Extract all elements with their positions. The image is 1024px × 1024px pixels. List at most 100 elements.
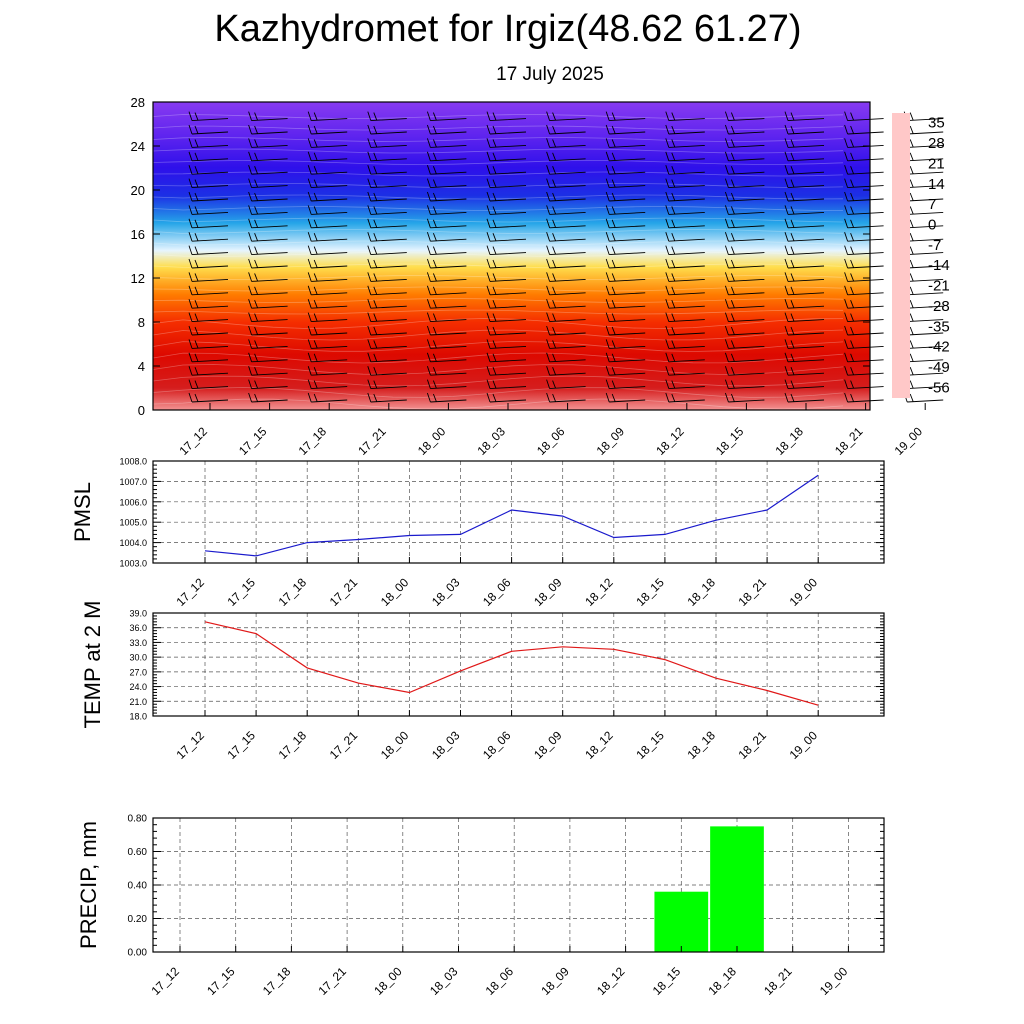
wind-barb [844,191,884,202]
wind-barb [546,218,586,229]
wind-barb [546,205,586,215]
temperature-panel: 18.0 21.0 24.0 27.0 30.0 33.0 36.0 39.0 17_12 17_… [80,601,885,762]
wind-barb [784,205,825,215]
wind-barb [486,285,527,296]
y-tick-label: 0.80 [128,814,148,825]
wind-barb [546,366,586,376]
wind-barb [844,312,884,323]
wind-barb [784,232,825,242]
wind-barb [844,218,884,229]
x-tick-label: 19_00 [787,575,821,609]
wind-barb [665,258,705,269]
wind-barb [724,151,765,162]
wind-barb [367,272,407,282]
wind-barb [665,312,705,323]
wind-barb [426,325,467,336]
contour-line [152,329,844,341]
x-tick-label: 17_15 [236,424,270,458]
x-tick-label: 18_12 [594,964,628,998]
wind-barb [486,245,527,256]
wind-barb [367,111,407,122]
wind-barb [248,138,288,148]
wind-barb [605,111,646,122]
wind-barb [724,111,765,122]
y-tick-label: 8 [138,315,145,330]
plot-frame [152,101,871,411]
wind-barb [665,178,705,189]
wind-barb [605,352,646,363]
wind-barb [665,218,705,229]
colorbar-label: -7 [928,237,941,254]
wind-barb [307,124,348,135]
wind-barb [605,366,646,376]
wind-barb [248,191,288,202]
contour-line [152,275,844,280]
wind-barb [248,165,288,175]
wind-barb [426,124,467,135]
wind-barb [367,218,407,229]
grid-lines [153,613,884,716]
wind-barb [724,124,765,135]
wind-barb [307,392,348,403]
x-tick-label: 18_15 [650,964,684,998]
wind-barb [367,191,407,202]
wind-barb [367,205,407,215]
chart-title: Kazhydromet for Irgiz(48.62 61.27) [214,8,802,50]
x-tick-label: 18_21 [736,575,770,609]
wind-barb [665,138,705,148]
wind-barb [844,299,884,309]
wind-barb [426,379,467,390]
wind-barb [844,258,884,269]
wind-barb [426,392,467,403]
x-tick-label: 18_03 [429,575,463,609]
wind-barb [188,191,229,202]
wind-barb [367,138,407,148]
wind-barb [784,379,825,390]
wind-barb [844,366,884,376]
wind-barb [307,218,348,229]
wind-barb [784,325,825,336]
wind-barb [844,339,884,349]
contour-lines [152,114,844,410]
y-tick-label: 12 [131,271,145,286]
wind-barb [605,191,646,202]
wind-barb [605,299,646,309]
wind-barb [724,218,765,229]
wind-barb [188,205,229,215]
wind-barb [605,339,646,349]
wind-barbs [188,111,944,403]
wind-barb [784,124,825,135]
wind-barb [188,272,229,282]
x-tick-label: 19_00 [787,728,821,762]
x-tick-label: 17_18 [276,575,310,609]
wind-barb [188,312,229,323]
contour-line [152,217,844,223]
wind-barb [248,392,288,403]
wind-barb [486,191,527,202]
wind-barb [248,151,288,162]
wind-barb [724,138,765,148]
wind-barb [486,339,527,349]
x-tick-label: 17_12 [176,424,210,458]
wind-barb [784,272,825,282]
wind-barb [546,178,586,189]
y-tick-label: 0.40 [128,881,148,892]
wind-barb [546,312,586,323]
wind-barb [426,245,467,256]
x-tick-label: 17_18 [276,728,310,762]
wind-barb [724,379,765,390]
wind-barb [665,232,705,242]
wind-barb [546,258,586,269]
y-tick-label: 1004.0 [119,538,147,548]
wind-barb [248,232,288,242]
wind-barb [546,285,586,296]
x-tick-label: 17_12 [173,575,207,609]
wind-barb [546,165,586,175]
wind-barb [665,325,705,336]
wind-barb [426,312,467,323]
y-tick-label: 1008.0 [119,457,147,467]
plot-frame [152,460,885,564]
wind-barb [546,191,586,202]
wind-barb [426,272,467,282]
wind-barb [486,151,527,162]
